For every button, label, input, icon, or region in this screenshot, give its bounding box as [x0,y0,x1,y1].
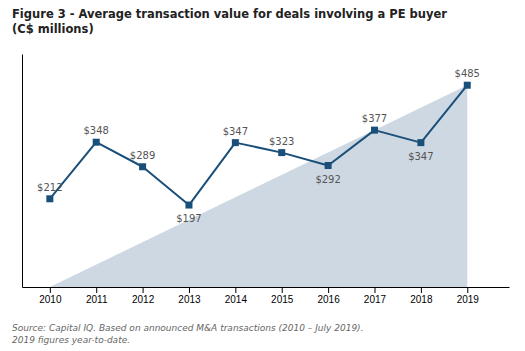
x-tick-label: 2012 [132,294,155,305]
data-label: $485 [455,68,480,79]
shade [50,85,467,287]
marker [278,149,285,156]
marker [46,195,53,202]
x-tick-mark [235,287,236,293]
y-axis [22,55,23,288]
marker [464,82,471,89]
x-tick: 2018 [410,287,433,305]
plot-area [46,82,470,287]
x-tick-mark [328,287,329,293]
data-label: $377 [362,113,387,124]
line [50,85,467,205]
data-label: $212 [37,182,62,193]
marker [371,127,378,134]
x-tick: 2016 [317,287,340,305]
marker [232,139,239,146]
x-tick: 2017 [364,287,387,305]
x-tick-mark [143,287,144,293]
x-tick: 2019 [457,287,480,305]
x-tick-label: 2014 [225,294,248,305]
marker [139,163,146,170]
annotation: Source: Capital IQ. Based on announced M… [12,323,364,345]
data-label: $347 [408,151,433,162]
x-tick-label: 2010 [39,294,62,305]
data-labels: $212 $348 $289 $197 $347 $323 $292 $377 $347 $485 [37,68,480,224]
chart: 2010 2011 2012 2013 2014 2015 2016 2017 2018 2019… [0,0,525,351]
x-tick: 2013 [178,287,201,305]
x-tick-label: 2019 [457,294,480,305]
x-tick-label: 2018 [410,294,433,305]
x-tick: 2012 [132,287,155,305]
x-tick-label: 2011 [86,294,108,305]
x-tick-mark [189,287,190,293]
x-tick-mark [374,287,375,293]
marker [325,162,332,169]
x-tick-mark [467,287,468,293]
x-tick: 2015 [271,287,294,305]
x-axis-line [23,287,510,288]
x-tick-label: 2015 [271,294,294,305]
marker [185,202,192,209]
x-tick: 2014 [225,287,248,305]
x-tick-label: 2013 [178,294,201,305]
x-tick: 2011 [86,287,108,305]
marker [417,139,424,146]
x-tick-label: 2016 [317,294,340,305]
x-tick-mark [421,287,422,293]
data-label: $348 [83,125,108,136]
x-tick-mark [96,287,97,293]
data-label: $197 [176,213,201,224]
data-label: $347 [223,126,248,137]
title: Figure 3 - Average transaction value for… [12,7,447,36]
x-tick-mark [282,287,283,293]
y-axis-line [22,55,23,288]
x-tick: 2010 [39,287,62,305]
x-axis: 2010 2011 2012 2013 2014 2015 2016 2017 2018 2019 [23,287,510,305]
x-tick-mark [50,287,51,293]
data-label: $292 [315,174,340,185]
data-label: $323 [269,136,294,147]
marker [93,139,100,146]
data-label: $289 [130,150,155,161]
x-tick-label: 2017 [364,294,387,305]
